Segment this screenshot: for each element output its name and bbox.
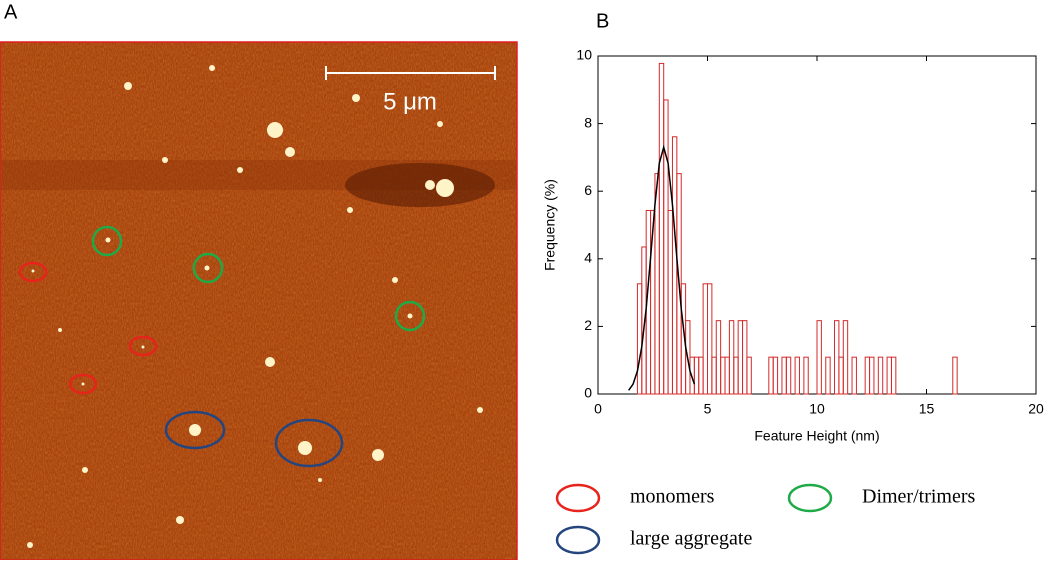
bar (654, 173, 660, 395)
y-tick-label: 2 (584, 317, 592, 333)
bar (715, 320, 722, 395)
y-tick-label: 10 (576, 47, 592, 63)
x-tick-label: 0 (594, 401, 602, 417)
bar (742, 320, 748, 395)
bar (890, 356, 897, 395)
bar (886, 356, 892, 395)
y-tick-label: 4 (584, 250, 592, 266)
x-tick-label: 5 (704, 401, 712, 417)
bar (842, 320, 849, 395)
bar (864, 356, 871, 395)
fit-curve (628, 144, 696, 391)
panel-label: B (596, 10, 609, 32)
bar (707, 283, 713, 395)
plot: 0 5 10 15 20 0 2 4 6 8 10 (576, 47, 1044, 417)
legend-swatch (555, 525, 601, 555)
bar (737, 320, 744, 395)
bar (952, 356, 958, 395)
bar (869, 356, 875, 395)
bar (733, 356, 739, 395)
bar (671, 136, 678, 395)
bar (702, 283, 708, 395)
bar (711, 356, 717, 395)
x-tick-label: 15 (919, 401, 935, 417)
bar (877, 356, 884, 395)
y-tick-label: 0 (584, 385, 592, 401)
bar (658, 62, 665, 395)
bar (693, 356, 700, 395)
bar (803, 356, 809, 395)
bar (838, 356, 844, 395)
x-tick-label: 10 (809, 401, 825, 417)
afm-image (0, 41, 518, 561)
x-tick-label: 20 (1028, 401, 1044, 417)
legend-label: monomers (630, 486, 715, 508)
panel-label: A (4, 1, 18, 23)
bar (746, 356, 752, 395)
bar (663, 99, 669, 395)
scale-bar-label: 5 μm (383, 88, 437, 115)
bar (724, 356, 730, 395)
bar (825, 356, 831, 395)
y-axis-label: Frequency (%) (542, 179, 558, 271)
legend: monomers Dimer/trimers large aggregate (555, 483, 976, 555)
x-axis-label: Feature Height (nm) (754, 428, 879, 444)
y-tick-label: 8 (584, 114, 592, 130)
bar (781, 356, 787, 395)
bar (720, 356, 726, 395)
bar (816, 320, 822, 395)
y-tick-label: 6 (584, 182, 592, 198)
legend-swatch (787, 483, 833, 513)
bar (636, 283, 643, 395)
legend-label: large aggregate (630, 528, 752, 550)
bar (834, 320, 840, 395)
bar (794, 356, 800, 395)
legend-swatch (555, 483, 601, 513)
bar (768, 356, 774, 395)
bar (698, 356, 704, 395)
bar (667, 209, 673, 395)
bar (728, 320, 735, 395)
bar (772, 356, 779, 395)
legend-label: Dimer/trimers (862, 486, 976, 508)
bar (785, 356, 792, 395)
bar (851, 356, 857, 395)
